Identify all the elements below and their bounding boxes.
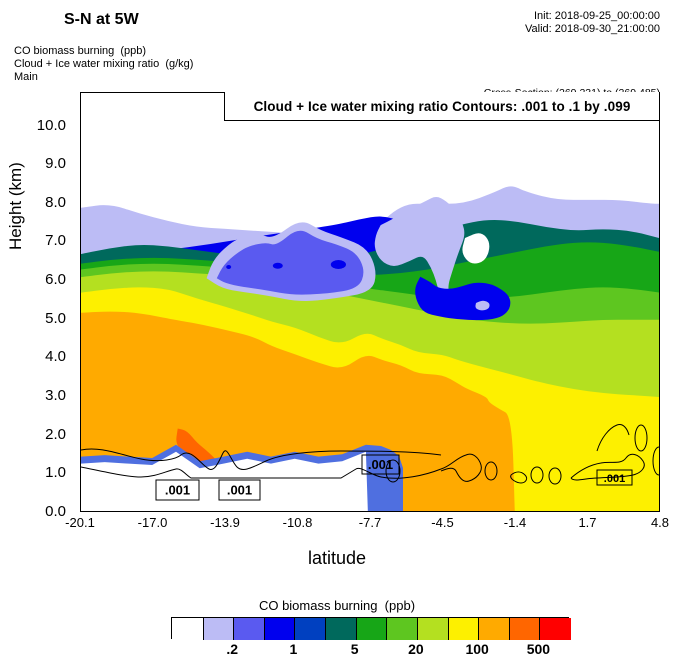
svg-text:.001: .001 bbox=[165, 483, 190, 498]
svg-text:.001: .001 bbox=[368, 457, 393, 472]
svg-text:.001: .001 bbox=[227, 483, 252, 498]
svg-text:.001: .001 bbox=[604, 473, 625, 485]
